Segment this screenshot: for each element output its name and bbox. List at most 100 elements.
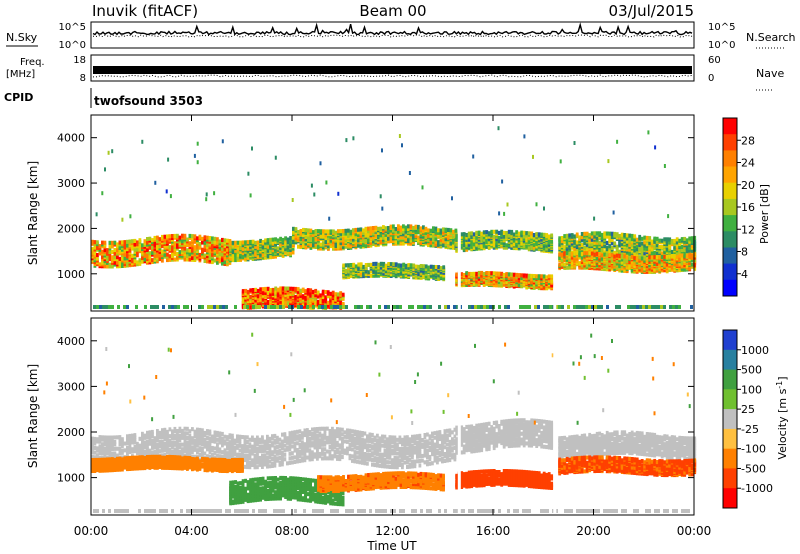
heatmap-cell (364, 263, 368, 268)
heatmap-cell (640, 262, 644, 267)
heatmap-cell (467, 237, 471, 242)
heatmap-cell (583, 241, 587, 246)
heatmap-cell (129, 214, 132, 219)
heatmap-cell (502, 245, 506, 250)
heatmap-cell (118, 245, 122, 250)
heatmap-cell (234, 258, 237, 263)
heatmap-cell (243, 305, 246, 309)
heatmap-cell (590, 254, 594, 259)
heatmap-cell (321, 305, 324, 309)
heatmap-cell (447, 234, 450, 239)
heatmap-cell (229, 240, 232, 245)
heatmap-cell (635, 237, 639, 242)
heatmap-cell (352, 230, 355, 235)
heatmap-cell (580, 265, 584, 270)
heatmap-cell (606, 305, 609, 309)
heatmap-cell (663, 237, 667, 242)
heatmap-cell (623, 259, 627, 264)
heatmap-cell (93, 455, 97, 460)
heatmap-cell (648, 245, 652, 250)
heatmap-cell (216, 260, 219, 265)
heatmap-cell (603, 252, 607, 257)
heatmap-cell (349, 263, 353, 268)
heatmap-cell (465, 247, 469, 252)
heatmap-cell (339, 291, 343, 296)
heatmap-cell (472, 154, 475, 159)
heatmap-cell (472, 238, 476, 243)
heatmap-cell (116, 453, 119, 458)
heatmap-cell (560, 264, 564, 269)
heatmap-cell (377, 265, 381, 270)
heatmap-cell (525, 305, 528, 309)
heatmap-cell (163, 446, 167, 451)
heatmap-cell (151, 250, 154, 255)
heatmap-cell (535, 240, 539, 245)
heatmap-cell (286, 301, 290, 306)
heatmap-cell (128, 449, 132, 454)
heatmap-cell (492, 242, 496, 247)
heatmap-cell (316, 299, 320, 304)
heatmap-cell (369, 273, 373, 278)
heatmap-cell (163, 448, 167, 453)
heatmap-cell (374, 225, 378, 230)
heatmap-cell (146, 240, 149, 245)
heatmap-cell (673, 259, 677, 264)
heatmap-cell (640, 267, 644, 272)
colorbar-tick-label: 28 (741, 134, 755, 147)
heatmap-cell (168, 234, 172, 239)
heatmap-cell (138, 243, 142, 248)
heatmap-cell (407, 233, 410, 238)
heatmap-cell (501, 179, 504, 184)
heatmap-cell (171, 433, 174, 438)
heatmap-cell (156, 431, 159, 436)
heatmap-cell (302, 233, 305, 238)
heatmap-cell (332, 229, 335, 234)
heatmap-cell (292, 240, 295, 245)
heatmap-cell (106, 435, 109, 440)
heatmap-cell (673, 238, 677, 243)
heatmap-cell (623, 254, 627, 259)
heatmap-cell (229, 247, 232, 252)
heatmap-cell (482, 230, 486, 235)
heatmap-cell (640, 265, 644, 270)
heatmap-cell (510, 272, 514, 277)
heatmap-cell (166, 438, 169, 443)
heatmap-cell (266, 248, 270, 253)
heatmap-cell (517, 237, 521, 242)
heatmap-cell (269, 240, 272, 245)
heatmap-cell (156, 253, 159, 258)
heatmap-cell (520, 276, 524, 281)
heatmap-cell (389, 262, 393, 267)
heatmap-cell (249, 193, 252, 198)
heatmap-cell (138, 445, 142, 450)
heatmap-cell (394, 229, 398, 234)
heatmap-cell (439, 237, 443, 242)
heatmap-cell (502, 230, 506, 235)
heatmap-cell (151, 439, 154, 444)
heatmap-cell (487, 271, 491, 276)
heatmap-cell (372, 226, 375, 231)
heatmap-cell (103, 240, 107, 245)
heatmap-cell (347, 233, 350, 238)
heatmap-cell (201, 305, 204, 309)
heatmap-cell (460, 234, 464, 239)
heatmap-cell (309, 288, 313, 293)
heatmap-cell (156, 451, 159, 456)
heatmap-cell (141, 452, 144, 457)
heatmap-cell (605, 257, 609, 262)
heatmap-cell (246, 252, 250, 257)
heatmap-cell (161, 453, 164, 458)
heatmap-cell (424, 233, 428, 238)
heatmap-cell (121, 256, 124, 261)
heatmap-cell (151, 432, 154, 437)
heatmap-cell (427, 274, 431, 279)
heatmap-cell (138, 448, 142, 453)
heatmap-cell (138, 436, 142, 441)
heatmap-cell (603, 250, 607, 255)
heatmap-cell (198, 234, 202, 239)
heatmap-cell (522, 305, 525, 309)
heatmap-cell (439, 244, 443, 249)
heatmap-cell (322, 229, 325, 234)
heatmap-cell (131, 449, 134, 454)
